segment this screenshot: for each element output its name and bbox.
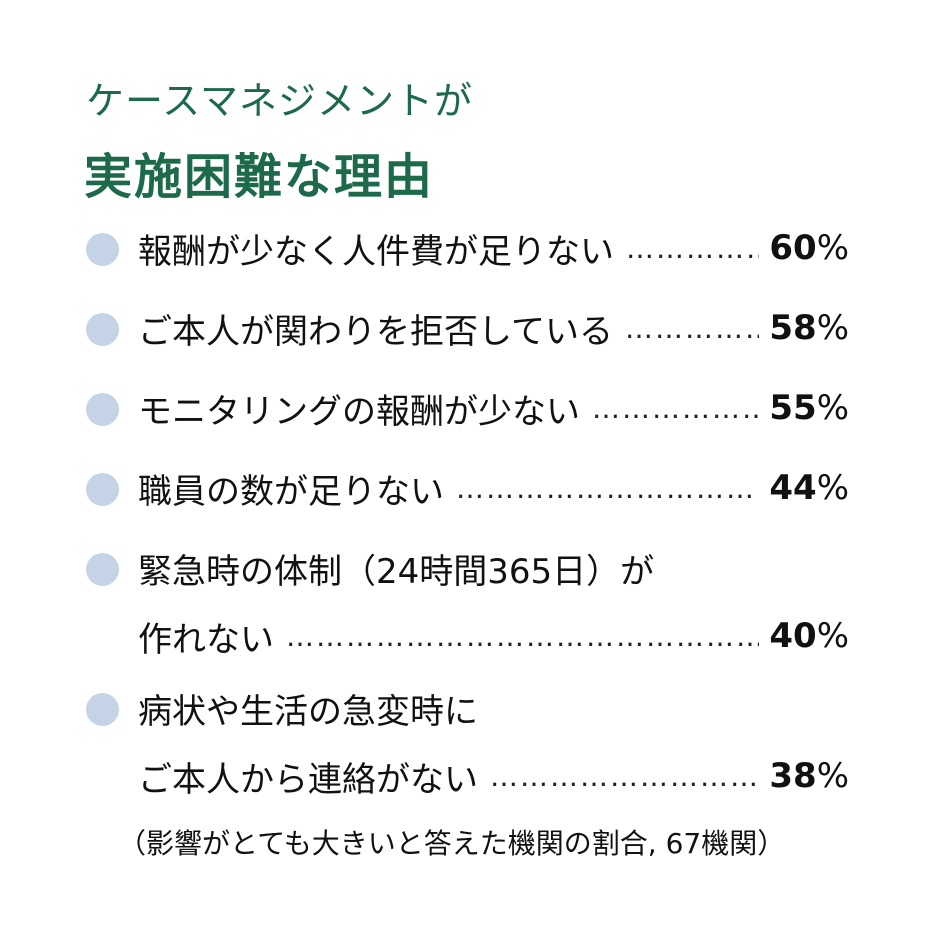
value-number: 40	[769, 616, 817, 656]
bullet-dot	[86, 313, 119, 346]
bullet-dot	[86, 393, 119, 426]
reason-line: モニタリングの報酬が少ない …………………………………………………………… 55%	[138, 386, 849, 432]
reason-label: 報酬が少なく人件費が足りない	[138, 231, 614, 272]
bullet-dot	[86, 233, 119, 266]
bullet-dot	[86, 693, 119, 726]
percent-value: 60%	[769, 228, 849, 268]
percent-sign: %	[816, 756, 849, 796]
reason-line: 病状や生活の急変時に	[138, 686, 478, 732]
value-number: 38	[769, 756, 817, 796]
bullet-dot	[86, 553, 119, 586]
reason-label: ご本人が関わりを拒否している	[138, 311, 613, 352]
page-title: 実施困難な理由	[84, 149, 435, 205]
value-number: 55	[769, 388, 817, 428]
dot-leader: ……………………………………………………………	[626, 231, 759, 265]
footnote: （影響がとても大きいと答えた機関の割合, 67機関）	[118, 827, 786, 860]
reason-line: 職員の数が足りない …………………………………………………………… 44%	[138, 466, 849, 512]
reason-label: 職員の数が足りない	[138, 471, 444, 512]
dot-leader: ……………………………………………………………	[592, 391, 759, 425]
reason-label: 病状や生活の急変時に	[138, 691, 478, 732]
reason-line: 作れない …………………………………………………………… 40%	[138, 614, 849, 660]
percent-sign: %	[816, 228, 849, 268]
dot-leader: ……………………………………………………………	[624, 311, 759, 345]
percent-sign: %	[816, 468, 849, 508]
percent-value: 58%	[769, 308, 849, 348]
reason-line: 緊急時の体制（24時間365日）が	[138, 546, 655, 592]
value-number: 44	[769, 468, 817, 508]
reason-line: ご本人から連絡がない …………………………………………………………… 38%	[138, 754, 849, 800]
percent-value: 38%	[769, 756, 849, 796]
reason-line: ご本人が関わりを拒否している …………………………………………………………… 58%	[138, 306, 849, 352]
value-number: 60	[769, 228, 817, 268]
bullet-dot	[86, 473, 119, 506]
dot-leader: ……………………………………………………………	[456, 471, 760, 505]
percent-sign: %	[816, 388, 849, 428]
reason-label: 緊急時の体制（24時間365日）が	[138, 551, 655, 592]
reason-line: 報酬が少なく人件費が足りない …………………………………………………………… 60%	[138, 226, 849, 272]
percent-value: 44%	[769, 468, 849, 508]
dot-leader: ……………………………………………………………	[286, 619, 759, 653]
percent-value: 40%	[769, 616, 849, 656]
percent-sign: %	[816, 308, 849, 348]
reason-label: 作れない	[138, 619, 274, 660]
dot-leader: ……………………………………………………………	[490, 759, 760, 793]
reason-label: ご本人から連絡がない	[138, 759, 478, 800]
reason-label: モニタリングの報酬が少ない	[138, 391, 580, 432]
value-number: 58	[769, 308, 817, 348]
percent-value: 55%	[769, 388, 849, 428]
subtitle: ケースマネジメントが	[86, 79, 473, 123]
percent-sign: %	[816, 616, 849, 656]
